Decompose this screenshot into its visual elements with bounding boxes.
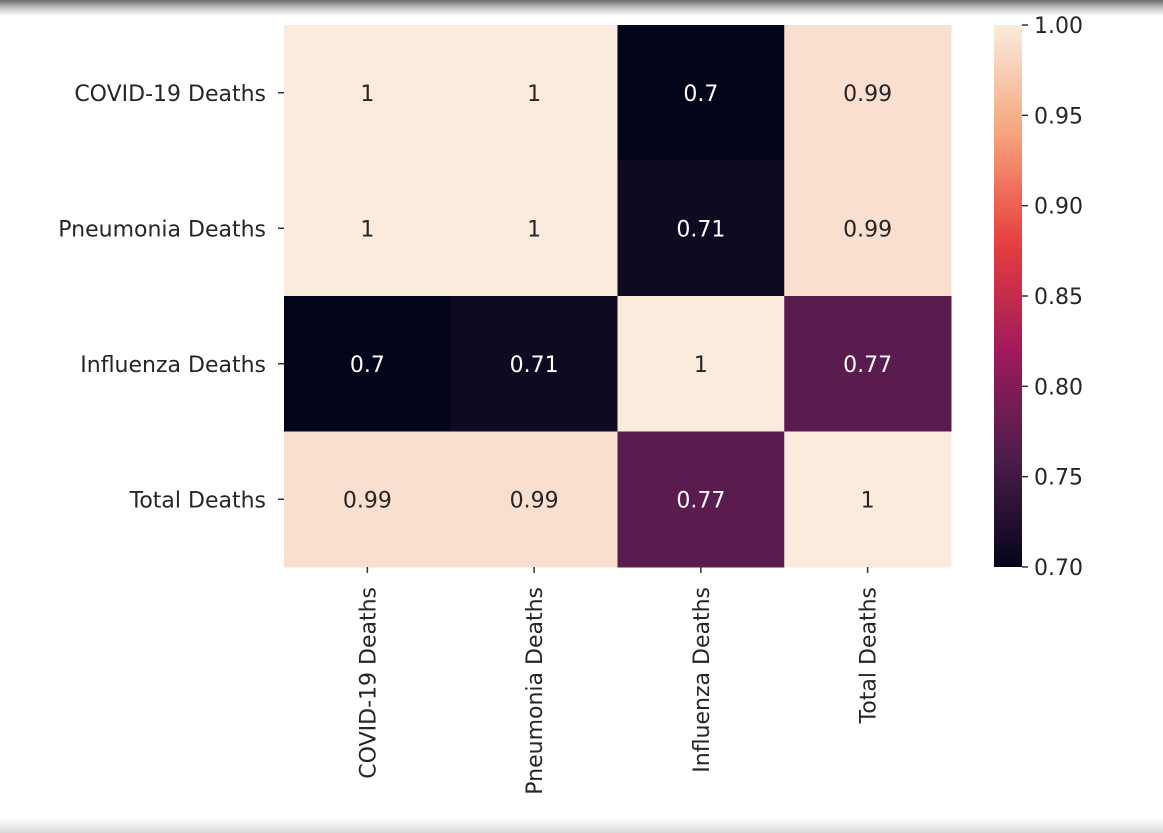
heatmap-cell	[617, 25, 785, 161]
cell-annotation: 0.7	[683, 82, 718, 107]
heatmap-cell	[450, 25, 618, 161]
colorbar-tick-label: 1.00	[1034, 14, 1083, 39]
bottom-window-shadow	[0, 818, 1163, 833]
cell-annotation: 0.7	[350, 353, 385, 378]
x-tick-label: Influenza Deaths	[690, 587, 715, 773]
cell-annotation: 1	[527, 82, 541, 107]
cell-annotation: 0.99	[843, 217, 892, 242]
heatmap-cell	[284, 25, 452, 161]
heatmap-cell	[617, 296, 785, 432]
cell-annotation: 1	[360, 217, 374, 242]
colorbar-tick-label: 0.95	[1034, 104, 1083, 129]
cell-annotation: 0.99	[843, 82, 892, 107]
cell-annotation: 0.77	[676, 488, 725, 513]
heatmap-annotations: 1 1 0.7 0.99 1 1 0.71 0.99 0.7 0.71 1 0.77 0.99 0.99 0…	[343, 82, 892, 514]
y-tick-label: Total Deaths	[129, 488, 266, 513]
cell-annotation: 0.77	[843, 353, 892, 378]
colorbar-tick-label: 0.80	[1034, 375, 1083, 400]
heatmap-cell	[450, 431, 618, 568]
cell-annotation: 0.71	[510, 353, 559, 378]
y-tick-label: COVID-19 Deaths	[74, 82, 266, 107]
heatmap-cell	[784, 25, 952, 161]
top-window-shadow	[0, 0, 1163, 16]
heatmap-cell	[617, 160, 785, 297]
colorbar-tick-label: 0.70	[1034, 556, 1083, 581]
heatmap-cell	[784, 160, 952, 297]
x-tick-label: Total Deaths	[857, 587, 882, 724]
colorbar-gradient	[994, 25, 1022, 567]
cell-annotation: 0.99	[510, 488, 559, 513]
colorbar-tick-label: 0.90	[1034, 195, 1083, 220]
cell-annotation: 1	[861, 488, 875, 513]
heatmap-cell	[784, 296, 952, 432]
cell-annotation: 1	[694, 353, 708, 378]
cell-annotation: 1	[360, 82, 374, 107]
heatmap-cell	[784, 431, 952, 568]
cell-annotation: 0.99	[343, 488, 392, 513]
heatmap-cell	[284, 296, 452, 432]
colorbar: 1.00 0.95 0.90 0.85 0.80 0.75 0.70	[994, 14, 1083, 581]
heatmap-cell	[284, 160, 452, 297]
x-tick-label: COVID-19 Deaths	[356, 587, 381, 779]
heatmap-cell	[284, 431, 452, 568]
cell-annotation: 0.71	[676, 217, 725, 242]
heatmap-cells	[284, 25, 952, 568]
x-tick-label: Pneumonia Deaths	[523, 587, 548, 795]
heatmap-cell	[450, 296, 618, 432]
heatmap-cell	[450, 160, 618, 297]
y-tick-label: Influenza Deaths	[80, 353, 266, 378]
heatmap-cell	[617, 431, 785, 568]
colorbar-tick-label: 0.85	[1034, 285, 1083, 310]
colorbar-tick-label: 0.75	[1034, 466, 1083, 491]
cell-annotation: 1	[527, 217, 541, 242]
y-axis: COVID-19 Deaths Pneumonia Deaths Influenza…	[58, 82, 284, 513]
x-axis: COVID-19 Deaths Pneumonia Deaths Influenza…	[356, 567, 882, 795]
y-tick-label: Pneumonia Deaths	[58, 217, 266, 242]
